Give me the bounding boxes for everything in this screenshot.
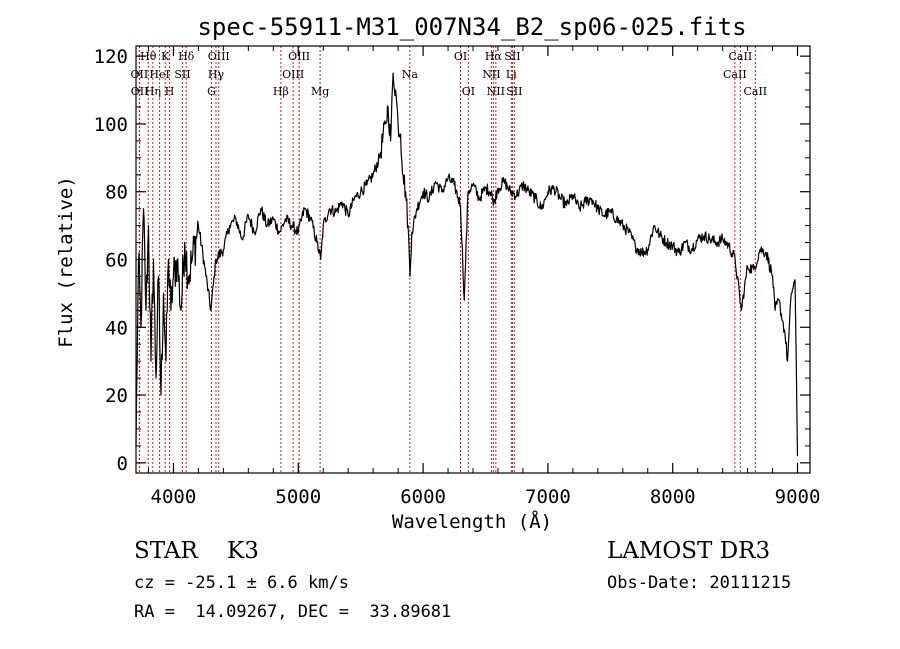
line-marker-label: SII bbox=[506, 85, 522, 98]
line-marker-label: OIII bbox=[288, 50, 310, 63]
coordinates-text: RA = 14.09267, DEC = 33.89681 bbox=[134, 602, 452, 622]
y-tick-label: 40 bbox=[105, 317, 128, 339]
line-marker-label: Li bbox=[506, 68, 517, 81]
line-marker-label: H bbox=[165, 85, 175, 98]
line-marker-label: CaII bbox=[729, 50, 753, 63]
line-marker-label: K bbox=[161, 50, 170, 63]
line-marker-label: SII bbox=[504, 50, 520, 63]
line-marker-label: Mg bbox=[311, 85, 329, 98]
plot-frame bbox=[135, 45, 811, 474]
line-marker-label: Hδ bbox=[178, 50, 195, 63]
line-marker-label: OIII bbox=[208, 50, 230, 63]
x-axis-label: Wavelength (Å) bbox=[392, 510, 552, 533]
y-tick-label: 100 bbox=[94, 114, 128, 136]
x-tick-label: 6000 bbox=[400, 486, 446, 508]
x-tick-label: 8000 bbox=[650, 486, 696, 508]
line-marker-label: Na bbox=[402, 68, 419, 81]
obs-date: Obs-Date: 20111215 bbox=[607, 573, 792, 593]
x-tick-label: 9000 bbox=[775, 486, 821, 508]
x-axis: 4000 5000 6000 7000 8000 9000 bbox=[147, 46, 821, 508]
line-marker-label: NII bbox=[482, 68, 500, 81]
survey-name: LAMOST DR3 bbox=[607, 538, 771, 564]
line-marker-label: Hθ bbox=[140, 50, 157, 63]
line-marker-label: CaII bbox=[723, 68, 747, 81]
line-marker-label: Hα bbox=[485, 50, 503, 63]
y-tick-label: 120 bbox=[94, 46, 128, 68]
y-tick-label: 0 bbox=[117, 453, 128, 475]
y-tick-label: 20 bbox=[105, 385, 128, 407]
y-tick-label: 60 bbox=[105, 250, 128, 272]
line-marker-label: OII bbox=[131, 85, 149, 98]
x-tick-label: 5000 bbox=[275, 486, 321, 508]
line-marker-label: OII bbox=[131, 68, 149, 81]
line-marker-label: SII bbox=[174, 68, 190, 81]
line-marker-label: Hγ bbox=[208, 68, 225, 81]
x-tick-label: 4000 bbox=[151, 486, 197, 508]
y-axis-label: Flux (relative) bbox=[55, 176, 77, 348]
line-markers bbox=[138, 46, 756, 473]
chart-title: spec-55911-M31_007N34_B2_sp06-025.fits bbox=[197, 13, 746, 41]
redshift-text: cz = -25.1 ± 6.6 km/s bbox=[134, 573, 349, 593]
y-axis: 0 20 40 60 80 100 120 bbox=[94, 46, 810, 475]
line-marker-label: G bbox=[207, 85, 216, 98]
line-marker-label: CaII bbox=[743, 85, 767, 98]
line-marker-label: HeI bbox=[149, 68, 169, 81]
line-marker-labels: OII OII Hθ Hη HeI K H SII Hδ G Hγ OIII Hβ OIII OIII Mg N… bbox=[131, 50, 768, 98]
line-marker-label: NII bbox=[487, 85, 505, 98]
line-marker-label: OIII bbox=[282, 68, 304, 81]
line-marker-label: OI bbox=[462, 85, 475, 98]
line-marker-label: Hβ bbox=[273, 85, 289, 98]
line-marker-label: OI bbox=[454, 50, 467, 63]
y-tick-label: 80 bbox=[105, 182, 128, 204]
line-marker-label: Hη bbox=[145, 85, 161, 98]
spectrum-line bbox=[135, 72, 799, 457]
object-class: STAR K3 bbox=[134, 538, 259, 564]
x-tick-label: 7000 bbox=[525, 486, 571, 508]
